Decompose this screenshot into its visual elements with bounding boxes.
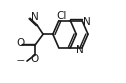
Text: —: — xyxy=(16,57,24,66)
Text: Cl: Cl xyxy=(56,11,66,21)
Text: O: O xyxy=(16,38,24,48)
Text: O: O xyxy=(31,55,39,64)
Text: N: N xyxy=(31,12,39,22)
Text: N: N xyxy=(76,45,84,55)
Text: N: N xyxy=(83,17,90,27)
